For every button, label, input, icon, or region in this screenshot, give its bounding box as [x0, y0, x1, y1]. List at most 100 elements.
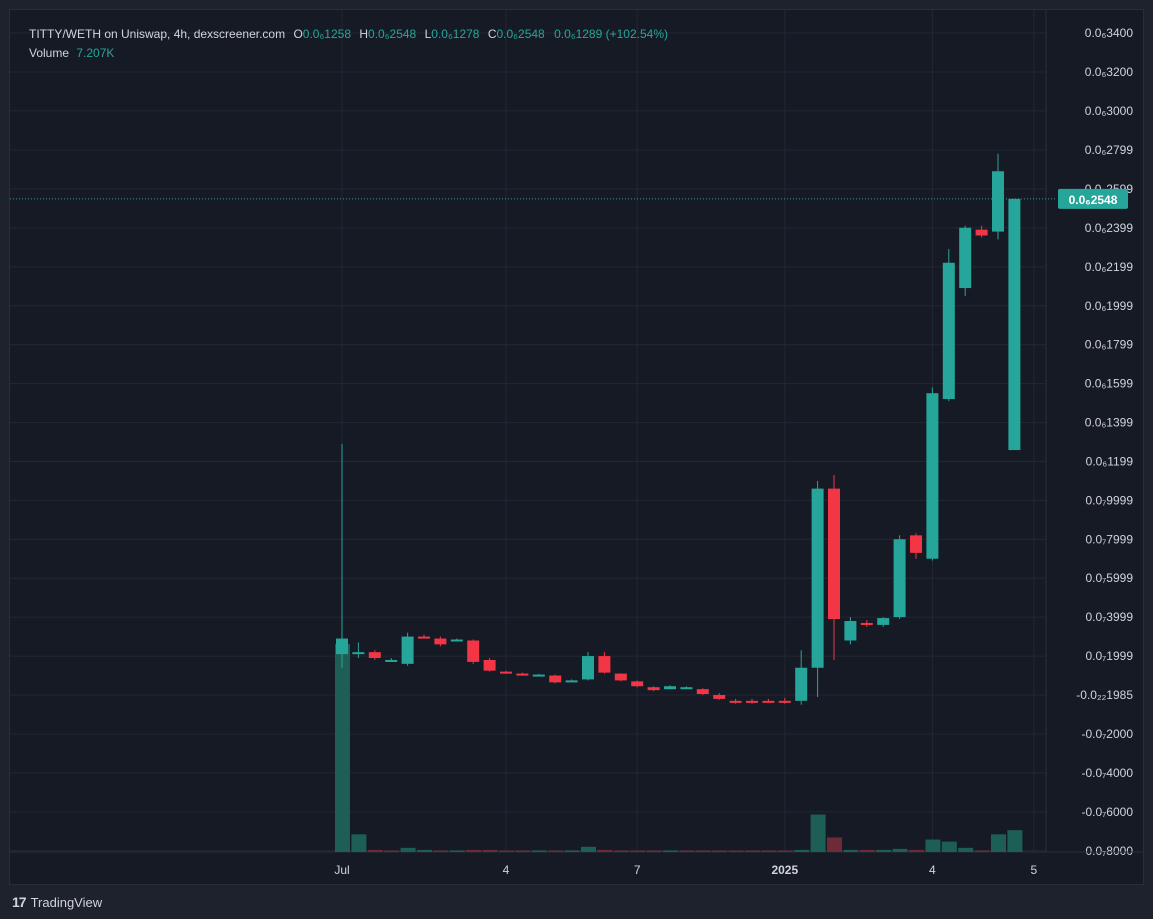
volume-bar	[400, 847, 416, 852]
candle-body	[975, 229, 988, 236]
y-tick-label: 0.0₆1999	[1085, 299, 1134, 313]
volume-bar	[449, 850, 465, 852]
volume-bar	[958, 847, 974, 852]
candle-body	[762, 700, 775, 703]
candle-body	[434, 638, 447, 645]
candle-body	[483, 659, 496, 671]
candle-body	[614, 673, 627, 681]
candle-body	[959, 227, 972, 289]
candle-body	[860, 622, 873, 625]
candle-body	[811, 488, 824, 668]
candle-body	[532, 674, 545, 677]
legend-volume-value: 7.207K	[76, 46, 115, 60]
candle-body	[631, 681, 644, 687]
candle-body	[942, 262, 955, 400]
candle-body	[549, 675, 562, 683]
volume-bar	[892, 848, 908, 852]
volume-bar	[433, 850, 449, 852]
x-tick-label: 7	[634, 863, 641, 877]
candlestick-chart[interactable]: 0.0₆34000.0₆32000.0₆30000.0₆27990.0₆2599…	[10, 10, 1143, 884]
tradingview-attribution[interactable]: 17 TradingView	[12, 893, 102, 911]
legend-close-value: 0.0₆2548	[496, 27, 545, 41]
candle-body	[910, 535, 922, 553]
x-tick-label: 5	[1030, 863, 1037, 877]
legend-close-label: C	[487, 27, 497, 41]
candle-body	[582, 656, 594, 680]
y-tick-label: 0.0₇9999	[1085, 493, 1133, 507]
volume-bar	[761, 850, 777, 852]
candle-body	[795, 667, 808, 701]
candle-body	[992, 171, 1004, 232]
y-tick-label: 0.0₆1799	[1085, 338, 1134, 352]
volume-bar	[909, 849, 924, 852]
y-tick-label: -0.0₇2000	[1082, 727, 1134, 741]
volume-bar	[1007, 830, 1023, 852]
volume-bar	[335, 644, 350, 852]
y-tick-label: 0.0₇5999	[1085, 571, 1133, 585]
candle-body	[401, 636, 414, 664]
volume-bar	[876, 849, 892, 852]
candle-body	[467, 640, 480, 662]
candle-body	[516, 673, 529, 676]
volume-bar	[663, 850, 678, 852]
y-tick-label: 0.0₇1999	[1085, 649, 1133, 663]
volume-bar	[941, 841, 957, 852]
legend-high-value: 0.0₆2548	[368, 27, 417, 41]
volume-bar	[630, 850, 646, 852]
volume-bar	[384, 850, 400, 852]
tradingview-brand-label: TradingView	[30, 894, 103, 910]
volume-bar	[827, 837, 842, 852]
legend-volume-row: Volume 7.207K	[29, 44, 668, 63]
last-price-tag	[1058, 188, 1128, 209]
x-tick-label: 2025	[771, 863, 798, 877]
candle-body	[450, 639, 463, 642]
volume-bar	[712, 850, 728, 852]
y-tick-label: 0.0₆2199	[1085, 260, 1134, 274]
volume-bar	[597, 849, 613, 852]
candle-body	[352, 652, 365, 655]
volume-bar	[728, 850, 744, 852]
legend-open-label: O	[293, 27, 303, 41]
candle-body	[713, 695, 726, 699]
y-tick-label: -0.0₇8000	[1082, 844, 1134, 858]
candle-body	[680, 687, 693, 690]
volume-bar	[695, 850, 711, 852]
candle-body	[746, 700, 758, 703]
candle-body	[336, 638, 348, 655]
candle-body	[729, 700, 742, 703]
y-tick-label: 0.0₆1199	[1086, 455, 1134, 469]
x-tick-label: Jul	[334, 863, 349, 877]
candle-body	[844, 621, 857, 641]
y-tick-label: 0.0₆3200	[1085, 65, 1134, 79]
legend-volume-label: Volume	[29, 46, 70, 60]
volume-bar	[925, 839, 941, 852]
legend-open-value: 0.0₆1258	[302, 27, 351, 41]
x-tick-label: 4	[503, 863, 510, 877]
volume-bar	[499, 850, 514, 852]
candle-body	[565, 680, 578, 683]
y-tick-label: -0.0₇4000	[1082, 766, 1134, 780]
chart-frame[interactable]: 0.0₆34000.0₆32000.0₆30000.0₆27990.0₆2599…	[9, 9, 1144, 885]
candle-body	[778, 700, 791, 703]
volume-bar	[531, 850, 547, 852]
volume-bar	[417, 849, 432, 852]
candle-body	[926, 393, 939, 559]
legend-change-value: 0.0₆1289 (+102.54%)	[554, 27, 668, 41]
candle-body	[877, 618, 890, 625]
tradingview-logo-icon: 17	[12, 894, 27, 910]
y-tick-label: 0.0₆1399	[1085, 416, 1134, 430]
y-tick-label: 0.0₆3400	[1085, 26, 1134, 40]
y-tick-label: 0.0₆2799	[1085, 143, 1134, 157]
volume-bar	[810, 814, 826, 852]
volume-bar	[859, 849, 875, 852]
candle-body	[696, 689, 709, 695]
candle-body	[368, 652, 381, 659]
y-tick-label: -0.0₇6000	[1082, 805, 1134, 819]
candle-body	[893, 539, 906, 618]
volume-bar	[466, 849, 482, 852]
y-tick-label: 0.0₇3999	[1085, 610, 1133, 624]
legend-high-label: H	[359, 27, 369, 41]
candle-body	[385, 659, 398, 662]
volume-bar	[548, 850, 564, 852]
candle-body	[598, 656, 611, 673]
